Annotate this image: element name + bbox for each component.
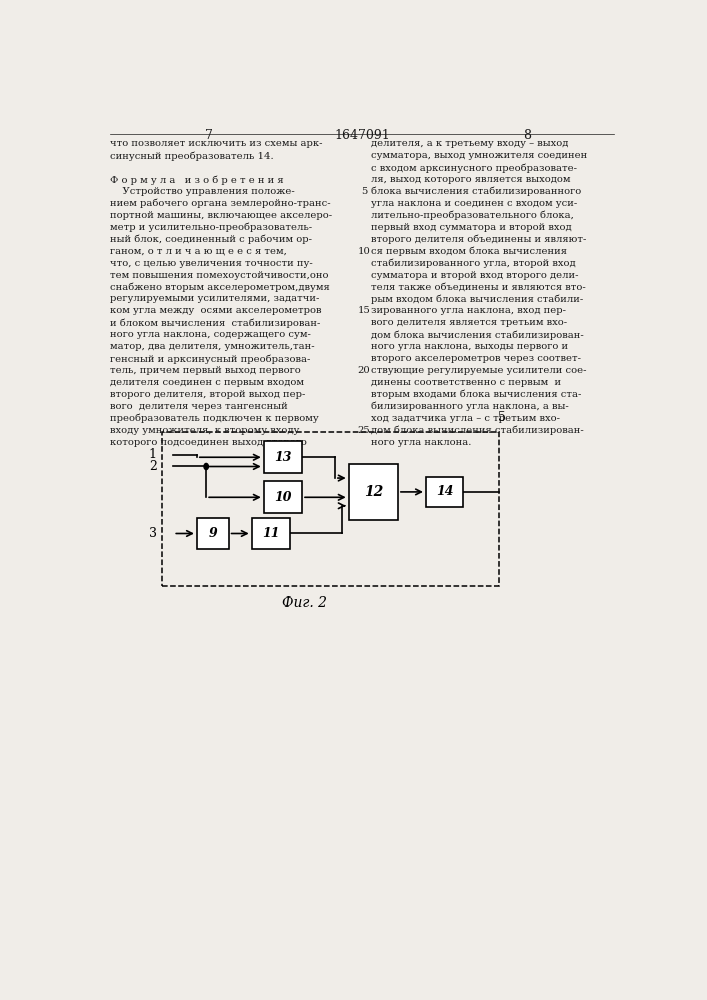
Text: метр и усилительно-преобразователь-: метр и усилительно-преобразователь- [110, 223, 312, 232]
Bar [264, 481, 302, 513]
Text: рым входом блока вычисления стабили-: рым входом блока вычисления стабили- [370, 294, 583, 304]
Text: портной машины, включающее акселеро-: портной машины, включающее акселеро- [110, 211, 332, 220]
Text: ком угла между  осями акселерометров: ком угла между осями акселерометров [110, 306, 322, 315]
Text: сумматора, выход умножителя соединен: сумматора, выход умножителя соединен [370, 151, 587, 160]
Text: дом блока вычисления стабилизирован-: дом блока вычисления стабилизирован- [370, 330, 583, 340]
Bar [197, 518, 228, 549]
Text: билизированного угла наклона, а вы-: билизированного угла наклона, а вы- [370, 402, 568, 411]
Text: регулируемыми усилителями, задатчи-: регулируемыми усилителями, задатчи- [110, 294, 320, 303]
Text: 15: 15 [358, 306, 370, 315]
Text: 7: 7 [205, 129, 213, 142]
Text: 13: 13 [274, 451, 292, 464]
Bar [252, 518, 290, 549]
Text: 2: 2 [149, 460, 157, 473]
Text: 12: 12 [363, 485, 383, 499]
Text: синусный преобразователь 14.: синусный преобразователь 14. [110, 151, 274, 161]
Text: ного угла наклона, содержащего сум-: ного угла наклона, содержащего сум- [110, 330, 311, 339]
Text: которого подсоединен выход второго: которого подсоединен выход второго [110, 438, 307, 447]
Text: 10: 10 [274, 491, 292, 504]
Text: снабжено вторым акселерометром,двумя: снабжено вторым акселерометром,двумя [110, 282, 330, 292]
Text: 3: 3 [149, 527, 157, 540]
Text: вого делителя является третьим вхо-: вого делителя является третьим вхо- [370, 318, 567, 327]
Text: вого  делителя через тангенсный: вого делителя через тангенсный [110, 402, 288, 411]
Text: 8: 8 [522, 129, 531, 142]
Text: Ф о р м у л а   и з о б р е т е н и я: Ф о р м у л а и з о б р е т е н и я [110, 175, 284, 185]
Text: 1647091: 1647091 [334, 129, 390, 142]
Text: стабилизированного угла, второй вход: стабилизированного угла, второй вход [370, 259, 575, 268]
Text: ствующие регулируемые усилители сое-: ствующие регулируемые усилители сое- [370, 366, 586, 375]
Text: 9: 9 [209, 527, 217, 540]
Text: что, с целью увеличения точности пу-: что, с целью увеличения точности пу- [110, 259, 313, 268]
Text: входу умножителя, к второму входу: входу умножителя, к второму входу [110, 426, 300, 435]
Text: ход задатчика угла – с третьим вхо-: ход задатчика угла – с третьим вхо- [370, 414, 559, 423]
Text: ганом, о т л и ч а ю щ е е с я тем,: ганом, о т л и ч а ю щ е е с я тем, [110, 247, 287, 256]
Bar [163, 432, 499, 586]
Text: 14: 14 [436, 485, 453, 498]
Text: 5: 5 [498, 411, 506, 424]
Text: ля, выход которого является выходом: ля, выход которого является выходом [370, 175, 570, 184]
Text: матор, два делителя, умножитель,тан-: матор, два делителя, умножитель,тан- [110, 342, 315, 351]
Text: сумматора и второй вход второго дели-: сумматора и второй вход второго дели- [370, 271, 578, 280]
Text: вторым входами блока вычисления ста-: вторым входами блока вычисления ста- [370, 390, 581, 399]
Text: тель, причем первый выход первого: тель, причем первый выход первого [110, 366, 301, 375]
Text: лительно-преобразовательного блока,: лительно-преобразовательного блока, [370, 211, 573, 220]
Text: первый вход сумматора и второй вход: первый вход сумматора и второй вход [370, 223, 571, 232]
Text: 1: 1 [149, 448, 157, 461]
Text: теля также объединены и являются вто-: теля также объединены и являются вто- [370, 282, 585, 291]
Text: ного угла наклона, выходы первого и: ного угла наклона, выходы первого и [370, 342, 568, 351]
Circle shape [204, 463, 209, 470]
Text: ся первым входом блока вычисления: ся первым входом блока вычисления [370, 247, 566, 256]
Text: 5: 5 [361, 187, 367, 196]
Text: преобразователь подключен к первому: преобразователь подключен к первому [110, 414, 319, 423]
Text: делителя соединен с первым входом: делителя соединен с первым входом [110, 378, 304, 387]
Text: второго делителя объединены и являют-: второго делителя объединены и являют- [370, 235, 586, 244]
Text: что позволяет исключить из схемы арк-: что позволяет исключить из схемы арк- [110, 139, 323, 148]
Text: зированного угла наклона, вход пер-: зированного угла наклона, вход пер- [370, 306, 566, 315]
Text: динены соответственно с первым  и: динены соответственно с первым и [370, 378, 561, 387]
Bar [264, 441, 302, 473]
Text: 25: 25 [358, 426, 370, 435]
Text: блока вычисления стабилизированного: блока вычисления стабилизированного [370, 187, 581, 196]
Bar [349, 464, 398, 520]
Text: тем повышения помехоустойчивости,оно: тем повышения помехоустойчивости,оно [110, 271, 329, 280]
Text: 10: 10 [358, 247, 370, 256]
Text: угла наклона и соединен с входом уси-: угла наклона и соединен с входом уси- [370, 199, 577, 208]
Text: 20: 20 [358, 366, 370, 375]
Text: и блоком вычисления  стабилизирован-: и блоком вычисления стабилизирован- [110, 318, 321, 328]
Bar [426, 477, 463, 507]
Text: генсный и арксинусный преобразова-: генсный и арксинусный преобразова- [110, 354, 310, 364]
Text: с входом арксинусного преобразовате-: с входом арксинусного преобразовате- [370, 163, 576, 173]
Text: ного угла наклона.: ного угла наклона. [370, 438, 471, 447]
Text: второго делителя, второй выход пер-: второго делителя, второй выход пер- [110, 390, 305, 399]
Text: нием рабочего органа землеройно-транс-: нием рабочего органа землеройно-транс- [110, 199, 331, 208]
Text: второго акселерометров через соответ-: второго акселерометров через соответ- [370, 354, 580, 363]
Text: Фиг. 2: Фиг. 2 [282, 596, 327, 610]
Text: Устройство управления положе-: Устройство управления положе- [110, 187, 295, 196]
Text: 11: 11 [262, 527, 279, 540]
Text: дом блока вычисления стабилизирован-: дом блока вычисления стабилизирован- [370, 426, 583, 435]
Text: ный блок, соединенный с рабочим ор-: ный блок, соединенный с рабочим ор- [110, 235, 312, 244]
Text: делителя, а к третьему входу – выход: делителя, а к третьему входу – выход [370, 139, 568, 148]
